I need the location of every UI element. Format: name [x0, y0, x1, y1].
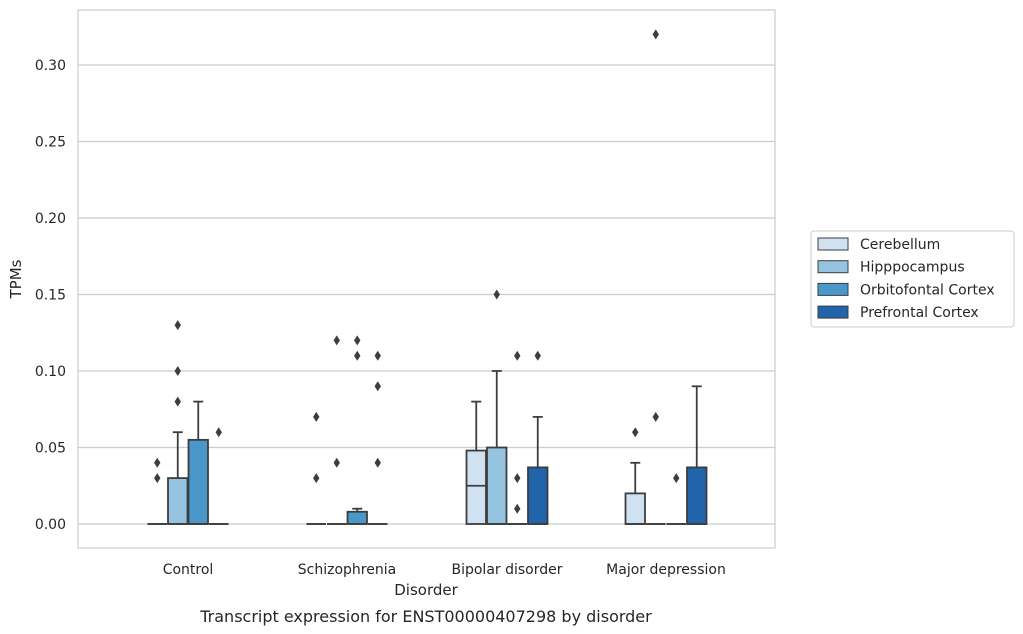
outlier-point — [374, 457, 381, 468]
outlier-point — [514, 350, 521, 361]
outlier-point — [374, 350, 381, 361]
outlier-point — [652, 29, 659, 40]
legend: Cerebellum Hipppocampus Orbitofontal Corte… — [810, 230, 1015, 328]
box-rect — [686, 466, 708, 525]
box-group — [624, 427, 646, 525]
box-rect — [624, 492, 646, 525]
box-group — [167, 320, 189, 525]
box-group — [147, 457, 167, 525]
box-group — [646, 29, 666, 525]
outlier-point — [534, 350, 541, 361]
outlier-point — [632, 427, 639, 438]
x-tick-label: Major depression — [606, 562, 726, 578]
x-tick-label: Bipolar disorder — [451, 562, 562, 578]
outlier-point — [673, 473, 680, 484]
plot-area-frame — [77, 9, 776, 549]
box-rect — [346, 510, 368, 525]
outlier-point — [174, 366, 181, 376]
outlier-point — [215, 427, 222, 438]
legend-swatch — [817, 237, 849, 251]
y-tick-label: 0.00 — [35, 517, 66, 533]
outlier-point — [354, 335, 361, 346]
x-tick-label: Control — [163, 562, 214, 578]
y-tick-label: 0.10 — [35, 364, 66, 380]
x-axis-label: Disorder — [394, 581, 458, 599]
y-tick-label: 0.05 — [35, 441, 66, 457]
box-group — [368, 350, 388, 525]
legend-label: Cerebellum — [860, 237, 940, 253]
outlier-point — [313, 411, 320, 422]
outlier-point — [354, 350, 361, 361]
y-tick-label: 0.25 — [35, 135, 66, 151]
grid-lines — [78, 64, 775, 525]
outlier-point — [174, 396, 181, 407]
box-rect — [465, 449, 487, 525]
box-group — [527, 350, 549, 525]
legend-label: Orbitofontal Cortex — [860, 282, 995, 298]
outlier-point — [374, 381, 381, 392]
y-tick-labels: 0.00 0.05 0.10 0.15 0.20 0.25 0.30 — [35, 58, 66, 533]
legend-label: Hipppocampus — [860, 260, 965, 276]
box-marks — [147, 29, 708, 525]
box-rect — [486, 446, 508, 525]
box-group — [666, 473, 686, 525]
box-rect — [187, 438, 209, 525]
box-group — [327, 335, 347, 525]
outlier-point — [333, 457, 340, 468]
chart-caption: Transcript expression for ENST0000040729… — [199, 607, 652, 626]
outlier-point — [493, 289, 500, 300]
outlier-point — [174, 320, 181, 331]
box-group — [686, 385, 708, 525]
box-group — [187, 400, 209, 525]
legend-label: Prefrontal Cortex — [860, 305, 979, 321]
outlier-point — [154, 473, 161, 484]
x-tick-label: Schizophrenia — [298, 562, 396, 578]
y-tick-label: 0.20 — [35, 211, 66, 227]
box-group — [465, 400, 487, 525]
box-rect — [527, 466, 549, 525]
box-group — [346, 335, 368, 525]
box-rect — [167, 477, 189, 525]
box-group — [209, 427, 229, 525]
box-group — [507, 350, 527, 525]
y-tick-label: 0.30 — [35, 58, 66, 74]
y-tick-label: 0.15 — [35, 288, 66, 304]
outlier-point — [652, 411, 659, 422]
outlier-point — [313, 473, 320, 484]
box-group — [306, 411, 326, 525]
outlier-point — [514, 473, 521, 484]
legend-swatch — [817, 282, 849, 296]
x-tick-labels: Control Schizophrenia Bipolar disorder Majo… — [163, 562, 726, 578]
legend-frame — [810, 230, 1015, 328]
legend-swatch — [817, 305, 849, 319]
outlier-point — [333, 335, 340, 346]
box-group — [486, 289, 508, 525]
y-axis-label: TPMs — [7, 259, 25, 299]
outlier-point — [154, 457, 161, 468]
outlier-point — [514, 503, 521, 514]
legend-swatch — [817, 260, 849, 274]
